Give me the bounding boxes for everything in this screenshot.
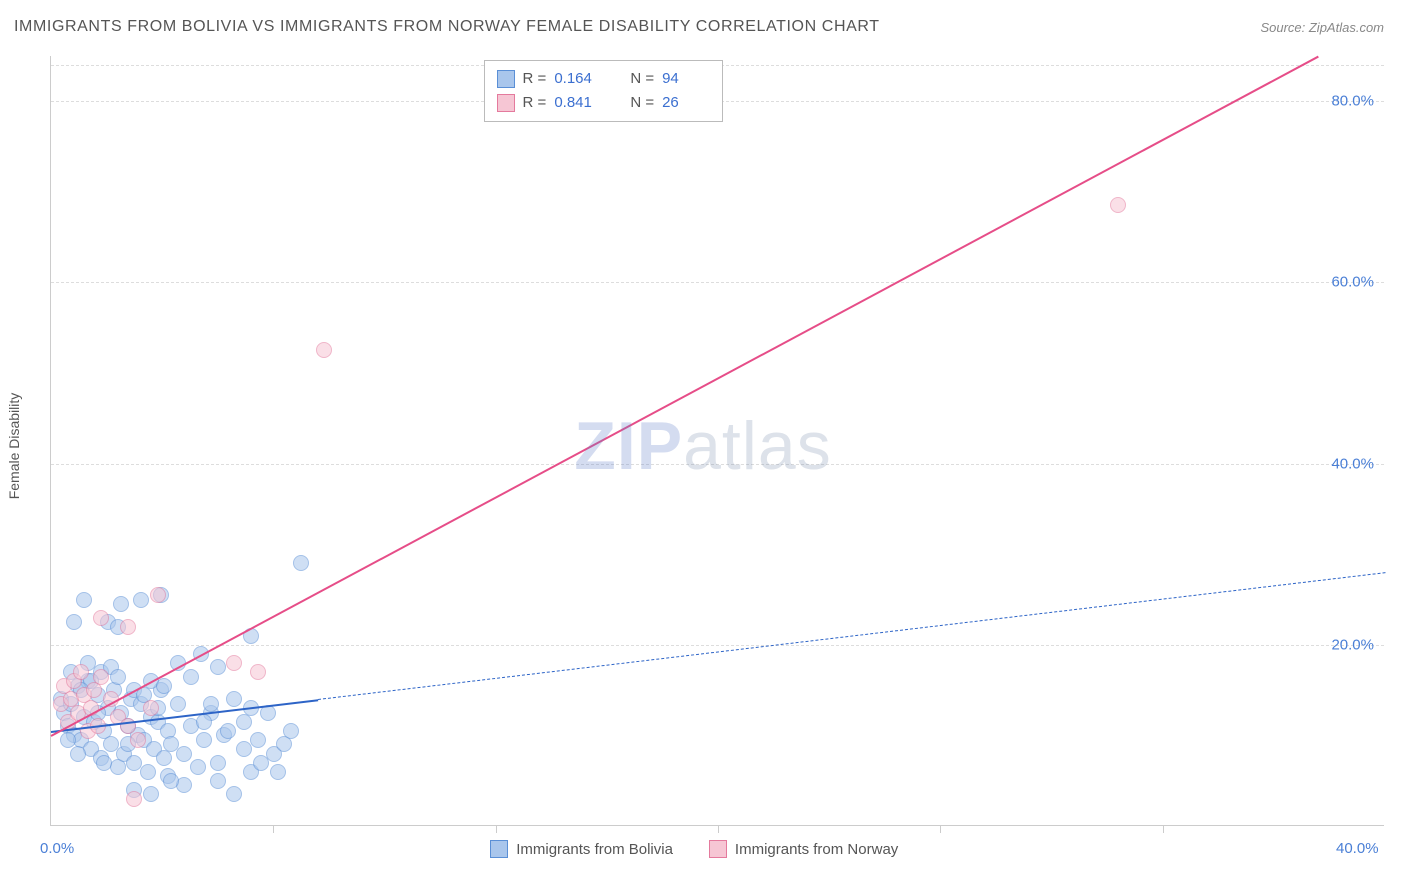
scatter-point bbox=[140, 764, 156, 780]
scatter-point bbox=[210, 755, 226, 771]
scatter-point bbox=[196, 714, 212, 730]
scatter-point bbox=[113, 596, 129, 612]
scatter-point bbox=[96, 755, 112, 771]
scatter-point bbox=[150, 587, 166, 603]
scatter-point bbox=[253, 755, 269, 771]
scatter-point bbox=[226, 786, 242, 802]
x-tick bbox=[718, 825, 719, 833]
scatter-point bbox=[130, 732, 146, 748]
legend-swatch bbox=[497, 70, 515, 88]
scatter-point bbox=[196, 732, 212, 748]
scatter-point bbox=[120, 619, 136, 635]
scatter-point bbox=[270, 764, 286, 780]
scatter-point bbox=[283, 723, 299, 739]
x-tick bbox=[940, 825, 941, 833]
legend-swatch bbox=[709, 840, 727, 858]
scatter-point bbox=[190, 759, 206, 775]
scatter-point bbox=[126, 791, 142, 807]
stat-label-n: N = bbox=[630, 67, 654, 91]
scatter-point bbox=[156, 678, 172, 694]
scatter-point bbox=[143, 700, 159, 716]
scatter-point bbox=[163, 773, 179, 789]
scatter-point bbox=[143, 786, 159, 802]
x-tick bbox=[496, 825, 497, 833]
x-tick bbox=[273, 825, 274, 833]
series-legend-label: Immigrants from Bolivia bbox=[516, 841, 673, 858]
scatter-point bbox=[76, 592, 92, 608]
x-tick-label-max: 40.0% bbox=[1336, 840, 1379, 857]
scatter-point bbox=[183, 669, 199, 685]
scatter-point bbox=[226, 691, 242, 707]
y-tick-label: 80.0% bbox=[1331, 93, 1374, 110]
x-tick bbox=[1163, 825, 1164, 833]
stat-label-n: N = bbox=[630, 91, 654, 115]
scatter-point bbox=[66, 614, 82, 630]
scatter-point bbox=[236, 714, 252, 730]
scatter-point bbox=[73, 664, 89, 680]
source-text: Source: ZipAtlas.com bbox=[1260, 20, 1384, 35]
scatter-point bbox=[93, 610, 109, 626]
y-axis-title: Female Disability bbox=[6, 393, 22, 500]
stat-label-r: R = bbox=[523, 91, 547, 115]
scatter-point bbox=[60, 732, 76, 748]
gridline bbox=[51, 645, 1384, 646]
series-legend: Immigrants from Bolivia Immigrants from N… bbox=[490, 840, 898, 858]
stat-value-n: 94 bbox=[662, 67, 710, 91]
scatter-point bbox=[133, 592, 149, 608]
scatter-point bbox=[70, 746, 86, 762]
scatter-point bbox=[210, 773, 226, 789]
stat-value-r: 0.841 bbox=[554, 91, 602, 115]
series-legend-item: Immigrants from Bolivia bbox=[490, 840, 673, 858]
legend-swatch bbox=[490, 840, 508, 858]
scatter-point bbox=[1110, 197, 1126, 213]
scatter-point bbox=[250, 664, 266, 680]
gridline bbox=[51, 464, 1384, 465]
scatter-point bbox=[210, 659, 226, 675]
legend-row: R = 0.164 N = 94 bbox=[497, 67, 711, 91]
stat-value-n: 26 bbox=[662, 91, 710, 115]
trend-line bbox=[51, 56, 1319, 737]
trend-line-dashed bbox=[318, 572, 1385, 700]
series-legend-label: Immigrants from Norway bbox=[735, 841, 898, 858]
scatter-point bbox=[93, 669, 109, 685]
gridline bbox=[51, 282, 1384, 283]
scatter-point bbox=[170, 696, 186, 712]
series-legend-item: Immigrants from Norway bbox=[709, 840, 898, 858]
scatter-point bbox=[220, 723, 236, 739]
y-tick-label: 40.0% bbox=[1331, 455, 1374, 472]
scatter-point bbox=[250, 732, 266, 748]
correlation-legend: R = 0.164 N = 94 R = 0.841 N = 26 bbox=[484, 60, 724, 122]
scatter-point bbox=[226, 655, 242, 671]
legend-row: R = 0.841 N = 26 bbox=[497, 91, 711, 115]
stat-value-r: 0.164 bbox=[554, 67, 602, 91]
scatter-point bbox=[176, 746, 192, 762]
y-tick-label: 60.0% bbox=[1331, 274, 1374, 291]
legend-swatch bbox=[497, 94, 515, 112]
plot-area: 20.0% 40.0% 60.0% 80.0% bbox=[50, 56, 1384, 826]
scatter-point bbox=[203, 696, 219, 712]
y-tick-label: 20.0% bbox=[1331, 636, 1374, 653]
chart-title: IMMIGRANTS FROM BOLIVIA VS IMMIGRANTS FR… bbox=[14, 18, 880, 36]
scatter-point bbox=[293, 555, 309, 571]
scatter-point bbox=[110, 669, 126, 685]
scatter-point bbox=[316, 342, 332, 358]
x-tick-label-min: 0.0% bbox=[40, 840, 74, 857]
stat-label-r: R = bbox=[523, 67, 547, 91]
